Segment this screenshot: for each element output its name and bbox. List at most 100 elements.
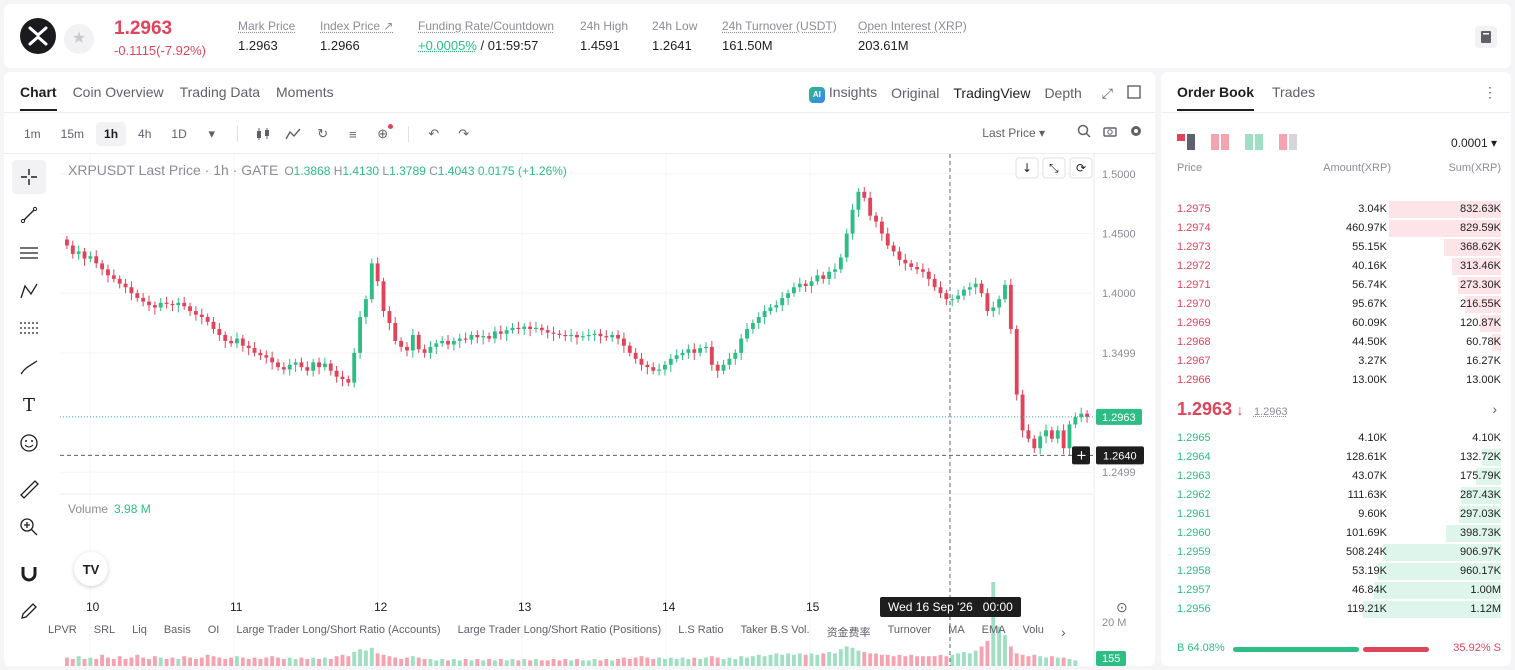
bid-row[interactable]: 1.2959 508.24K 906.97K [1161,543,1511,562]
pattern-tool-icon[interactable] [12,274,46,308]
ask-row[interactable]: 1.2969 60.09K 120.87K [1161,314,1511,333]
tab-trading-data[interactable]: Trading Data [179,84,261,100]
bid-row[interactable]: 1.2962 111.63K 287.43K [1161,486,1511,505]
ask-row[interactable]: 1.2975 3.04K 832.63K [1161,200,1511,219]
ask-row[interactable]: 1.2966 13.00K 13.00K [1161,371,1511,390]
ruler-tool-icon[interactable] [12,472,46,506]
turnover-24h-stat[interactable]: 24h Turnover (USDT) 161.50M [722,19,837,53]
ask-row[interactable]: 1.2972 40.16K 313.46K [1161,257,1511,276]
tab-tradingview[interactable]: TradingView [953,85,1031,102]
bid-row[interactable]: 1.2965 4.10K 4.10K [1161,429,1511,448]
tab-moments[interactable]: Moments [276,84,334,100]
favorite-star-icon[interactable]: ★ [64,24,94,54]
bids-only-view-icon[interactable] [1245,134,1263,150]
expand-icon[interactable]: ⤢ [1101,84,1113,101]
price-type-select[interactable]: Last Price ▾ [982,126,1045,140]
volume-bar [815,654,820,666]
ask-row[interactable]: 1.2970 95.67K 216.55K [1161,295,1511,314]
indicator-item[interactable]: SRL [93,624,116,636]
camera-icon[interactable] [1103,124,1117,143]
bid-row[interactable]: 1.2957 46.84K 1.00M [1161,581,1511,600]
indicator-item[interactable]: Turnover [887,624,932,636]
index-price-stat[interactable]: Index Price ↗ 1.2966 [320,19,393,53]
text-tool-icon[interactable]: T [22,394,35,416]
timeframe-4h[interactable]: 4h [138,127,152,141]
indicator-item[interactable]: Volu [1022,624,1044,636]
price-chart[interactable]: 1.5000 1.4500 1.4000 1.3499 1.2499 1.2963 1.26… [60,154,1155,666]
timeframe-1d[interactable]: 1D [171,127,187,141]
plus-icon: + [1076,448,1087,463]
chevron-right-icon[interactable]: › [1492,401,1497,417]
indicator-item[interactable]: MA [948,624,965,636]
timeframe-15m[interactable]: 15m [60,127,85,141]
notebook-icon[interactable] [1475,26,1497,48]
ask-row[interactable]: 1.2974 460.97K 829.59K [1161,219,1511,238]
gear-icon[interactable] [1129,124,1143,143]
indicator-item[interactable]: Taker B.S Vol. [740,624,810,636]
indicator-item[interactable]: Basis [163,624,191,636]
indicator-item[interactable]: Large Trader Long/Short Ratio (Accounts) [236,624,441,636]
crosshair-tool-icon[interactable] [12,160,46,194]
asks-only-view-icon[interactable] [1211,134,1229,150]
candle-type-icon[interactable] [250,123,276,145]
sells-view-icon[interactable] [1279,134,1297,150]
mark-price-stat[interactable]: Mark Price 1.2963 [238,19,295,53]
trendline-tool-icon[interactable] [12,198,46,232]
ask-row[interactable]: 1.2973 55.15K 368.62K [1161,238,1511,257]
fib-tool-icon[interactable] [12,312,46,346]
timeframe-dropdown-icon[interactable]: ▾ [208,126,215,141]
ask-row[interactable]: 1.2971 56.74K 273.30K [1161,276,1511,295]
template-icon[interactable]: ≡ [348,126,357,142]
tab-coin-overview[interactable]: Coin Overview [72,84,164,100]
tab-insights[interactable]: AI Insights [808,84,877,103]
indicator-item[interactable]: 资金费率 [826,627,871,639]
bid-row[interactable]: 1.2958 53.19K 960.17K [1161,562,1511,581]
indicator-item[interactable]: Liq [132,624,147,636]
ask-row[interactable]: 1.2967 3.27K 16.27K [1161,352,1511,371]
indicator-item[interactable]: EMA [981,624,1006,636]
emoji-tool-icon[interactable] [12,426,46,460]
magnet-icon[interactable] [12,556,46,590]
timeframe-1m[interactable]: 1m [24,127,41,141]
tab-depth[interactable]: Depth [1044,85,1082,102]
bid-row[interactable]: 1.2956 119.21K 1.12M [1161,600,1511,619]
book-amount: 3.04K [1358,203,1387,215]
bid-row[interactable]: 1.2961 9.60K 297.03K [1161,505,1511,524]
indicator-item[interactable]: Large Trader Long/Short Ratio (Positions… [457,624,662,636]
ask-row[interactable]: 1.2968 44.50K 60.78K [1161,333,1511,352]
add-alert-icon[interactable]: ⊕ [370,123,396,145]
mid-price-row[interactable]: 1.2963 ↓ 1.2963 › [1177,399,1497,423]
chevron-right-icon[interactable]: › [1060,624,1066,640]
tab-chart[interactable]: Chart [20,84,57,111]
search-icon[interactable] [1077,124,1091,143]
tradingview-logo-icon[interactable]: TV [74,552,108,586]
indicators-icon[interactable] [280,123,306,145]
timeframe-1h[interactable]: 1h [96,122,127,146]
horizontal-lines-tool-icon[interactable] [12,236,46,270]
indicator-item[interactable]: OI [207,624,220,636]
bid-row[interactable]: 1.2960 101.69K 398.73K [1161,524,1511,543]
tab-order-book[interactable]: Order Book [1177,84,1255,111]
chart-settings-icon[interactable]: ⊙ [1116,599,1128,615]
bid-row[interactable]: 1.2963 43.07K 175.79K [1161,467,1511,486]
book-sum: 1.00M [1470,584,1501,596]
redo-icon[interactable]: ↷ [458,126,470,141]
tab-original[interactable]: Original [891,85,940,102]
both-sides-view-icon[interactable] [1177,134,1195,150]
compare-icon[interactable]: ↻ [317,126,329,141]
bid-row[interactable]: 1.2964 128.61K 132.72K [1161,448,1511,467]
indicator-item[interactable]: L.S Ratio [678,624,724,636]
tab-trades[interactable]: Trades [1272,84,1316,100]
funding-rate-stat[interactable]: Funding Rate/Countdown +0.0005% / 01:59:… [418,19,554,53]
zoom-in-icon[interactable] [12,510,46,544]
more-options-icon[interactable]: ⋮ [1483,84,1497,100]
indicator-item[interactable]: LPVR [48,624,77,636]
window-icon[interactable] [1127,85,1141,102]
precision-select[interactable]: 0.0001 ▾ [1450,136,1497,150]
undo-icon[interactable]: ↶ [428,126,440,141]
candle-body [985,293,990,312]
brush-tool-icon[interactable] [12,350,46,384]
open-value: 1.3868 [293,164,331,178]
pencil-icon[interactable] [12,594,46,628]
open-interest-stat[interactable]: Open Interest (XRP) 203.61M [858,19,967,53]
